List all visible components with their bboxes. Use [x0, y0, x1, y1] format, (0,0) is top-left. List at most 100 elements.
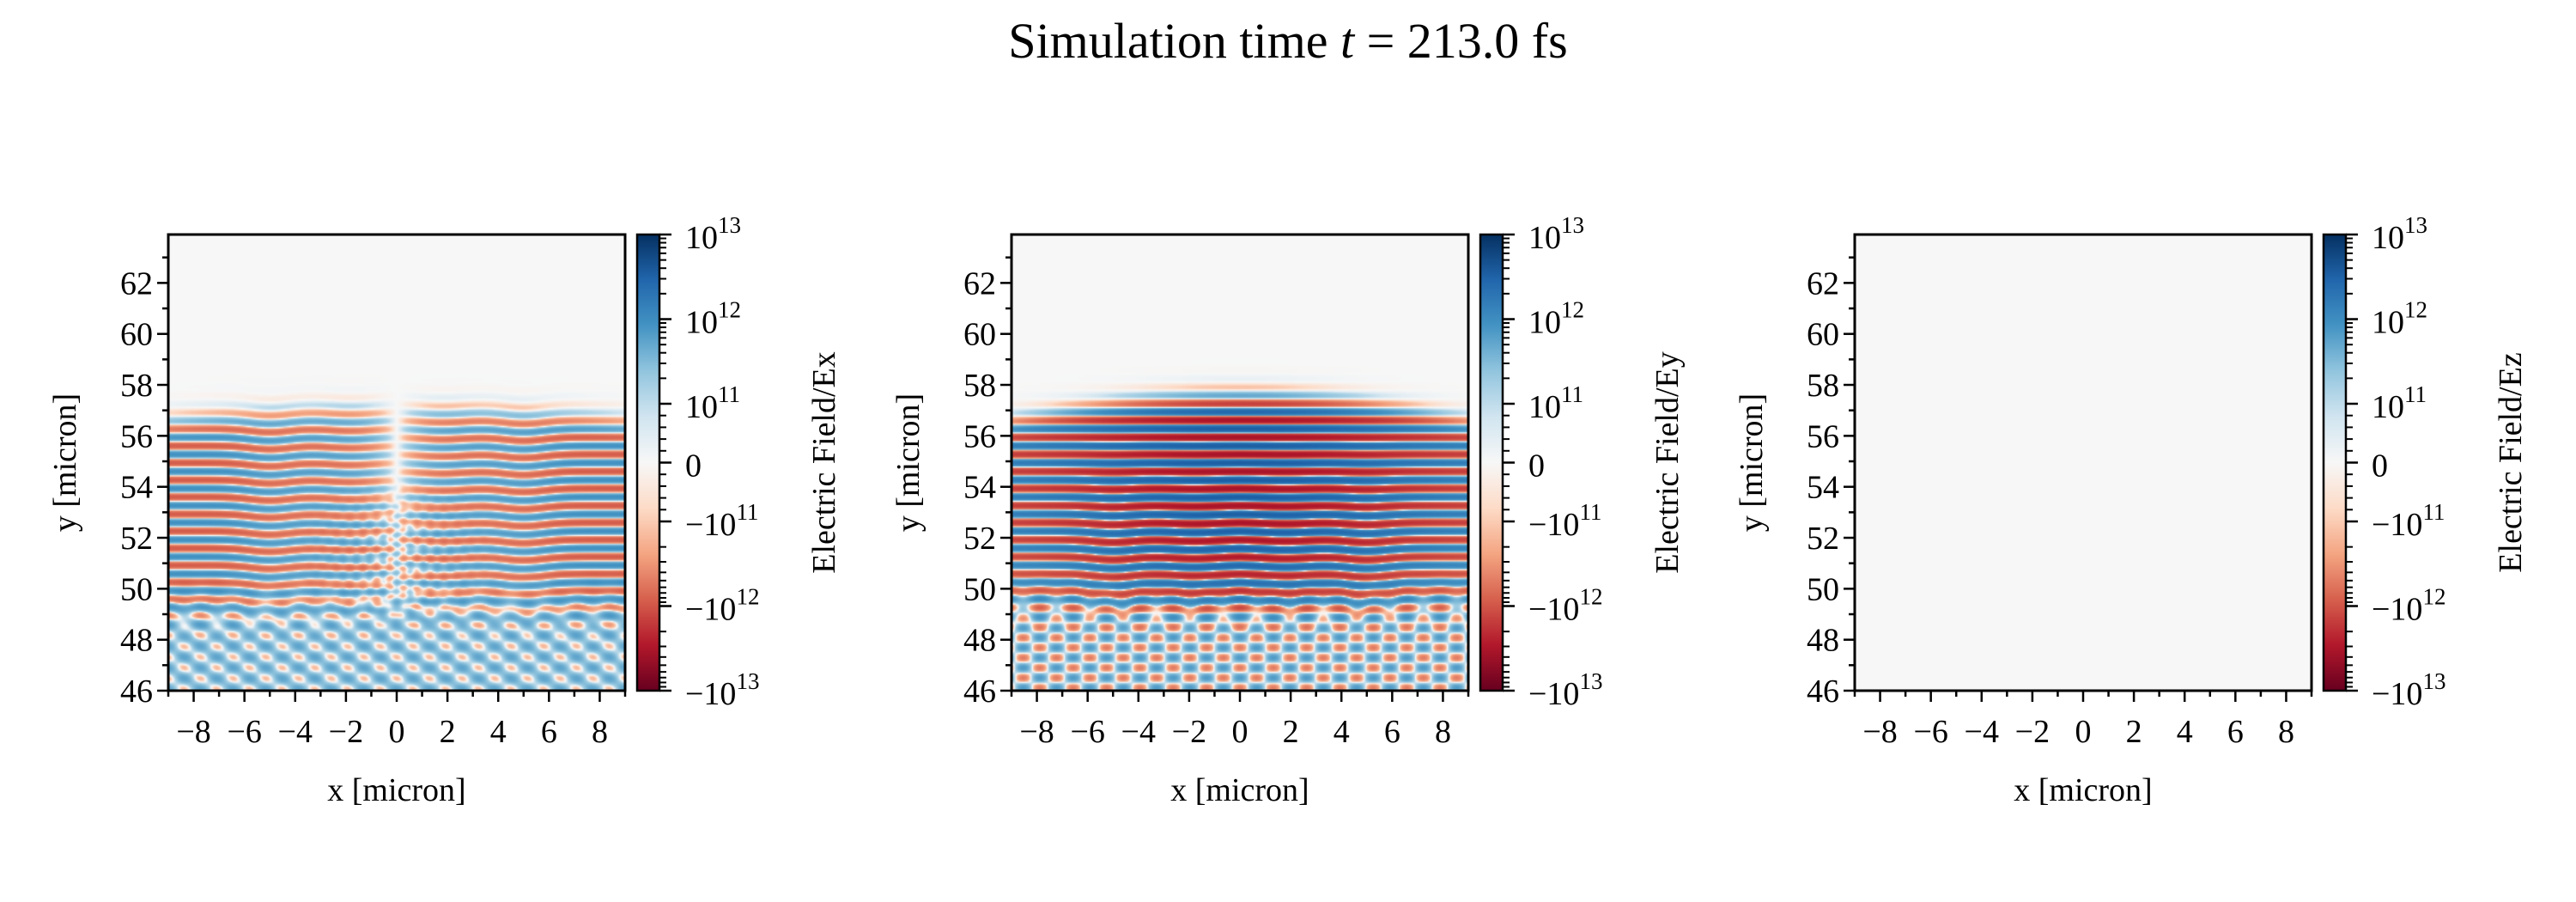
axes-frame — [1853, 233, 2313, 692]
tick-base: 0 — [1528, 448, 1545, 485]
tick-exponent: 11 — [1561, 381, 1583, 407]
y-tick-label: 62 — [963, 265, 996, 302]
tick-base: 10 — [685, 220, 718, 256]
colorbar-tick-label: 1011 — [685, 381, 740, 425]
y-tick-label: 54 — [120, 470, 153, 506]
colorbar-tick-label: 1013 — [685, 212, 741, 256]
figure-title: Simulation time t = 213.0 fs — [0, 12, 2576, 70]
heatmap-ey — [1012, 235, 1468, 691]
tick-base: 10 — [1528, 305, 1561, 341]
y-tick-label: 58 — [963, 368, 996, 404]
tick-exponent: 13 — [2422, 668, 2445, 694]
y-tick-label: 60 — [963, 317, 996, 353]
colorbar-tick-label: −1013 — [1528, 668, 1602, 712]
x-tick-label: 8 — [1435, 714, 1451, 750]
tick-base: −10 — [2372, 591, 2422, 627]
y-tick-label: 54 — [963, 470, 996, 506]
x-tick-label: −2 — [2015, 714, 2050, 750]
x-tick-label: −6 — [1913, 714, 1947, 750]
tick-exponent: 13 — [1579, 668, 1602, 694]
tick-exponent: 13 — [718, 212, 741, 238]
tick-base: 10 — [685, 305, 718, 341]
colorbar-tick-label: −1013 — [685, 668, 759, 712]
tick-exponent: 13 — [1561, 212, 1584, 238]
y-tick-label: 60 — [120, 317, 153, 353]
tick-base: −10 — [685, 591, 736, 627]
x-tick-label: 0 — [389, 714, 405, 750]
tick-exponent: 12 — [736, 583, 759, 609]
heatmap-ex — [168, 235, 625, 691]
tick-base: −10 — [2372, 676, 2422, 712]
title-prefix: Simulation time — [1008, 13, 1340, 69]
y-tick-label: 48 — [120, 623, 153, 659]
axes-frame — [1010, 233, 1470, 692]
tick-base: 10 — [2372, 305, 2404, 341]
y-tick-label: 48 — [963, 623, 996, 659]
colorbar-bar — [635, 233, 661, 692]
colorbar-tick-label: 0 — [2372, 448, 2388, 485]
x-axis-label: x [micron] — [1170, 772, 1309, 808]
tick-base: −10 — [1528, 591, 1579, 627]
tick-exponent: 11 — [1579, 499, 1601, 525]
y-axis-label: y [micron] — [1734, 393, 1770, 532]
tick-exponent: 12 — [2422, 583, 2445, 609]
tick-exponent: 12 — [718, 297, 741, 323]
heatmap-ez — [1855, 235, 2312, 691]
tick-base: 0 — [2372, 448, 2388, 485]
colorbar-label: Electric Field/Ey — [1649, 351, 1686, 574]
colorbar-label: Electric Field/Ex — [806, 351, 842, 574]
colorbar-label: Electric Field/Ez — [2493, 352, 2529, 572]
colorbar-tick-label: −1011 — [685, 499, 758, 543]
x-tick-label: −8 — [1862, 714, 1897, 750]
x-tick-label: −8 — [176, 714, 210, 750]
y-tick-label: 56 — [1807, 418, 1839, 454]
y-tick-label: 54 — [1807, 470, 1839, 506]
title-suffix: = 213.0 fs — [1354, 13, 1568, 69]
colorbar-tick-label: 1013 — [1528, 212, 1584, 256]
colorbar-tick-label: −1011 — [1528, 499, 1601, 543]
y-tick-label: 62 — [120, 265, 153, 302]
y-tick-label: 50 — [963, 571, 996, 607]
colorbar-tick-label: −1011 — [2372, 499, 2445, 543]
x-tick-label: 6 — [1384, 714, 1400, 750]
tick-base: 0 — [685, 448, 702, 485]
tick-base: −10 — [685, 507, 736, 543]
tick-exponent: 13 — [2404, 212, 2427, 238]
colorbar-tick-label: 1011 — [1528, 381, 1583, 425]
tick-base: −10 — [1528, 676, 1579, 712]
x-tick-label: −4 — [278, 714, 313, 750]
y-tick-label: 52 — [1807, 521, 1839, 557]
y-tick-label: 62 — [1807, 265, 1839, 302]
x-axis-label: x [micron] — [327, 772, 465, 808]
y-tick-label: 56 — [120, 418, 153, 454]
colorbar-tick-label: −1012 — [1528, 583, 1602, 627]
colorbar-tick-label: 1012 — [685, 297, 741, 341]
y-tick-label: 58 — [120, 368, 153, 404]
x-tick-label: −2 — [1172, 714, 1206, 750]
tick-exponent: 11 — [736, 499, 758, 525]
tick-base: −10 — [2372, 507, 2422, 543]
tick-exponent: 12 — [1561, 297, 1584, 323]
axes-frame — [167, 233, 627, 692]
tick-exponent: 12 — [2404, 297, 2427, 323]
tick-base: −10 — [685, 676, 736, 712]
tick-exponent: 12 — [1579, 583, 1602, 609]
x-tick-label: 8 — [592, 714, 608, 750]
y-tick-label: 46 — [1807, 673, 1839, 710]
tick-base: 10 — [1528, 389, 1561, 425]
colorbar-tick-label: 0 — [685, 448, 702, 485]
x-tick-label: 0 — [1232, 714, 1249, 750]
colorbar-tick-label: 1011 — [2372, 381, 2427, 425]
x-tick-label: −4 — [1121, 714, 1156, 750]
y-tick-label: 50 — [1807, 571, 1839, 607]
x-tick-label: −2 — [329, 714, 363, 750]
colorbar-bar — [1479, 233, 1504, 692]
x-tick-label: 6 — [541, 714, 557, 750]
y-tick-label: 46 — [120, 673, 153, 710]
tick-exponent: 13 — [736, 668, 759, 694]
x-tick-label: 0 — [2075, 714, 2092, 750]
